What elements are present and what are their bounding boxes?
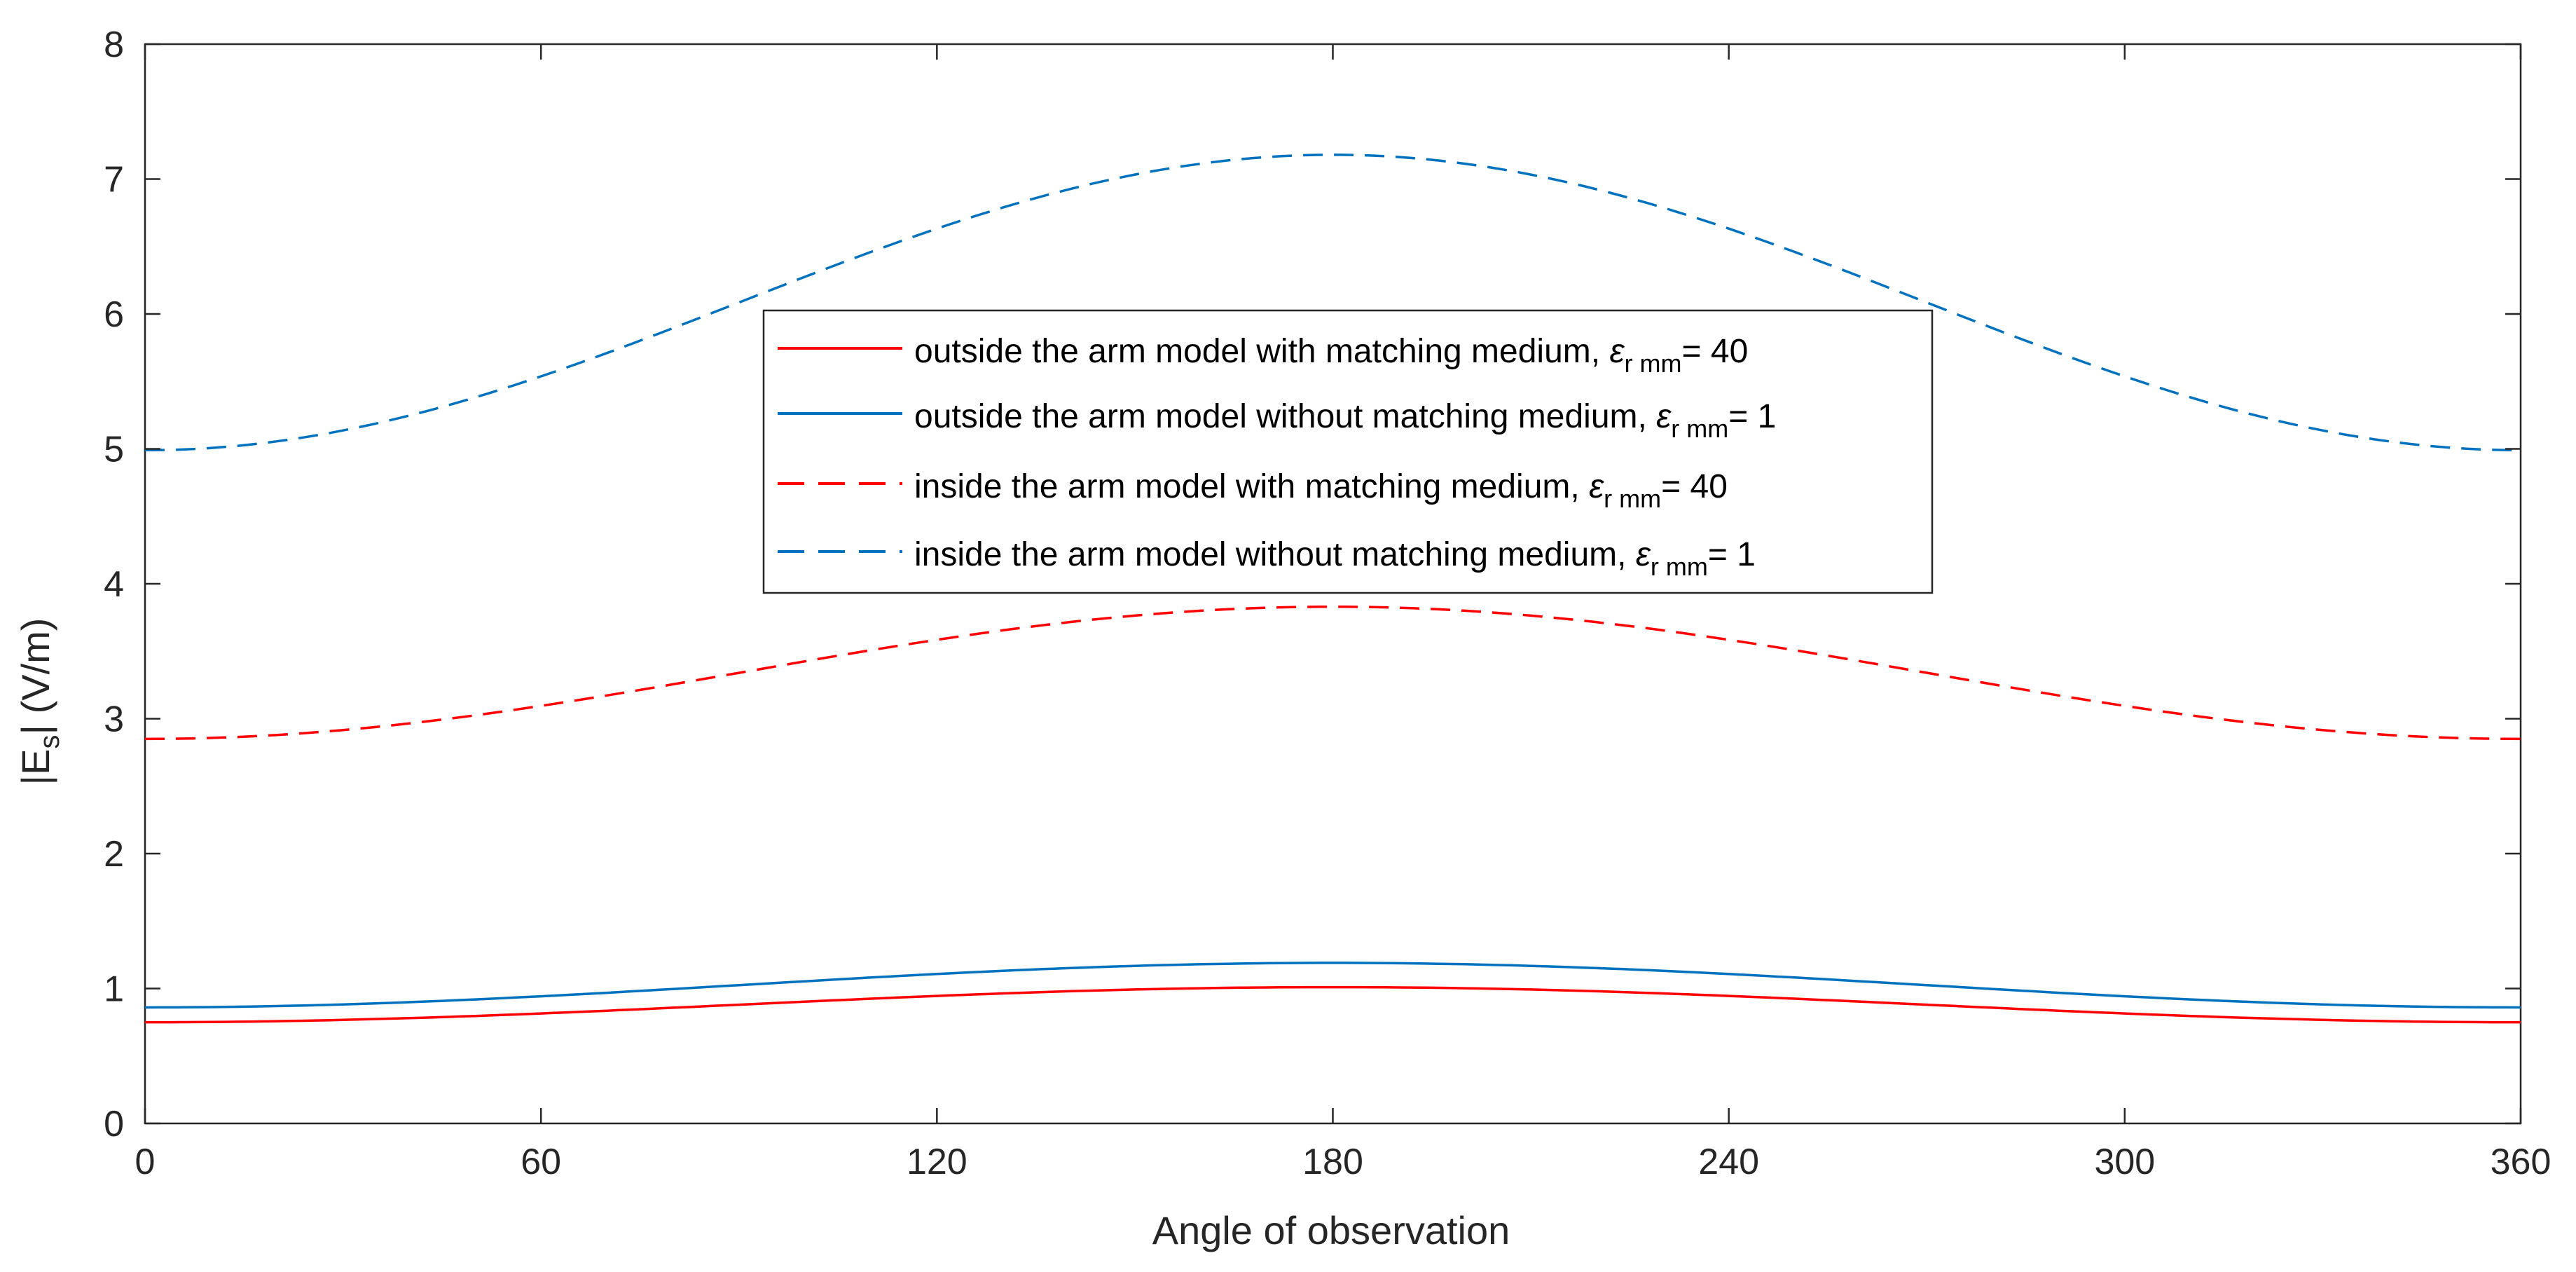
svg-text:outside the arm model with mat: outside the arm model with matching medi… — [914, 333, 1748, 378]
x-axis-label: Angle of observation — [1152, 1208, 1510, 1252]
y-tick-label: 4 — [104, 564, 124, 605]
x-tick-label: 360 — [2491, 1142, 2551, 1182]
legend-entry-2: outside the arm model without matching m… — [778, 398, 1776, 443]
y-tick-label: 3 — [104, 699, 124, 740]
legend-eps-sub-4: r mm — [1651, 552, 1708, 581]
legend-entry-4: inside the arm model without matching me… — [778, 536, 1756, 581]
legend-label-1: outside the arm model with matching medi… — [914, 333, 1600, 370]
series-layer — [144, 153, 2521, 1024]
legend-eps-2: ε — [1656, 398, 1672, 435]
y-tick-label: 2 — [104, 834, 124, 875]
x-tick-label: 300 — [2094, 1142, 2155, 1182]
legend-label-2: outside the arm model without matching m… — [914, 398, 1647, 435]
svg-text:outside the arm model without: outside the arm model without matching m… — [914, 398, 1776, 443]
legend-box — [762, 309, 1934, 594]
legend-label-3: inside the arm model with matching mediu… — [914, 468, 1580, 505]
x-tick-label: 240 — [1698, 1142, 1759, 1182]
y-tick-label: 8 — [104, 25, 124, 65]
legend-entry-3: inside the arm model with matching mediu… — [778, 468, 1728, 513]
legend: outside the arm model with matching medi… — [762, 309, 1934, 594]
series-line-2 — [144, 962, 2521, 1009]
legend-eps-value-4: = 1 — [1708, 536, 1756, 573]
x-tick-label: 60 — [521, 1142, 561, 1182]
legend-eps-3: ε — [1589, 468, 1604, 505]
legend-eps-value-3: = 40 — [1661, 468, 1728, 505]
legend-eps-sub-2: r mm — [1671, 414, 1728, 443]
legend-entry-1: outside the arm model with matching medi… — [778, 333, 1748, 378]
legend-eps-value-1: = 40 — [1682, 333, 1749, 370]
x-tick-label: 0 — [135, 1142, 156, 1182]
y-tick-label: 6 — [104, 294, 124, 335]
legend-eps-1: ε — [1609, 333, 1625, 370]
svg-text:inside the arm model with matc: inside the arm model with matching mediu… — [914, 468, 1728, 513]
y-tick-label: 0 — [104, 1104, 124, 1144]
legend-eps-sub-3: r mm — [1604, 484, 1661, 513]
legend-label-4: inside the arm model without matching me… — [914, 536, 1626, 573]
y-axis-label-main: |E — [13, 749, 57, 786]
ticks-layer: 0 60 120 180 240 300 360 0 1 2 3 4 5 6 7 8 — [104, 25, 2551, 1182]
y-axis-label: |Es| (V/m) — [13, 618, 65, 786]
y-tick-label: 5 — [104, 430, 124, 470]
y-axis-label-sub: s — [34, 735, 65, 749]
legend-eps-sub-1: r mm — [1625, 349, 1682, 378]
y-tick-label: 1 — [104, 969, 124, 1010]
series-line-1 — [145, 985, 2521, 1024]
x-tick-label: 180 — [1302, 1142, 1363, 1182]
y-tick-label: 7 — [104, 160, 124, 200]
svg-text:inside the arm model without m: inside the arm model without matching me… — [914, 536, 1756, 581]
x-tick-label: 120 — [907, 1142, 967, 1182]
y-axis-label-end: | (V/m) — [13, 618, 57, 735]
legend-eps-value-2: = 1 — [1728, 398, 1776, 435]
series-line-4 — [144, 153, 2521, 452]
legend-eps-4: ε — [1636, 536, 1651, 573]
